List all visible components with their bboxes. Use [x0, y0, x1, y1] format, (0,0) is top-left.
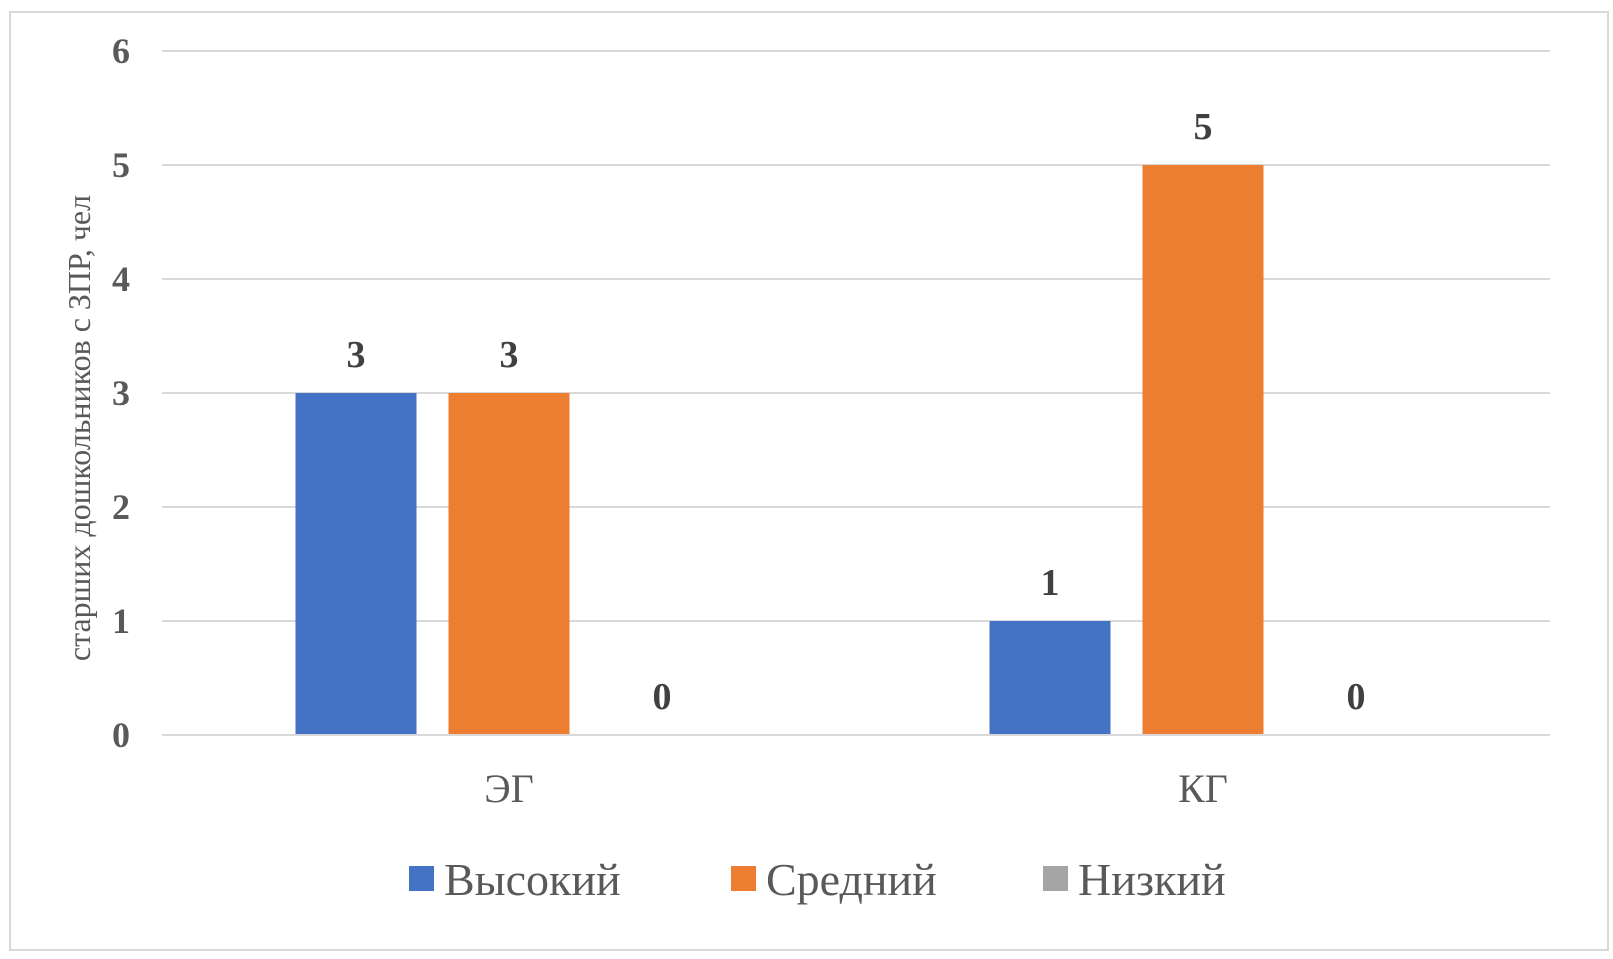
data-label-series-1-cat-0: 3 — [500, 334, 519, 376]
legend-label-1: Средний — [766, 854, 937, 905]
y-tick-label: 0 — [112, 715, 130, 755]
bar-series-0-cat-0 — [295, 393, 417, 735]
bar-series-1-cat-0 — [448, 393, 570, 735]
data-label-series-2-cat-1: 0 — [1347, 676, 1366, 718]
y-axis-ticks: 0 1 2 3 4 5 6 — [112, 31, 130, 755]
y-tick-label: 2 — [112, 487, 130, 527]
data-label-series-0-cat-1: 1 — [1041, 562, 1060, 604]
legend-swatch-2 — [1043, 866, 1068, 891]
x-category-label: КГ — [1178, 766, 1228, 811]
x-category-label: ЭГ — [484, 766, 534, 811]
y-tick-label: 4 — [112, 259, 130, 299]
y-tick-label: 5 — [112, 145, 130, 185]
legend-swatch-0 — [409, 866, 434, 891]
chart-frame — [9, 11, 1609, 951]
legend-label-0: Высокий — [444, 854, 621, 905]
data-label-series-2-cat-0: 0 — [653, 676, 672, 718]
y-tick-label: 1 — [112, 601, 130, 641]
y-axis-title: старших дошкольников с ЗПР, чел — [61, 195, 97, 661]
legend: Высокий Средний Низкий — [409, 854, 1226, 905]
y-tick-label: 3 — [112, 373, 130, 413]
bars — [295, 165, 1264, 735]
y-tick-label: 6 — [112, 31, 130, 71]
data-label-series-1-cat-1: 5 — [1194, 106, 1213, 148]
legend-label-2: Низкий — [1078, 854, 1226, 905]
data-labels: 3 3 0 1 5 0 — [347, 106, 1366, 718]
bar-series-0-cat-1 — [989, 621, 1111, 735]
bar-series-1-cat-1 — [1142, 165, 1264, 735]
data-label-series-0-cat-0: 3 — [347, 334, 366, 376]
legend-swatch-1 — [731, 866, 756, 891]
x-axis-categories: ЭГ КГ — [162, 734, 1550, 811]
